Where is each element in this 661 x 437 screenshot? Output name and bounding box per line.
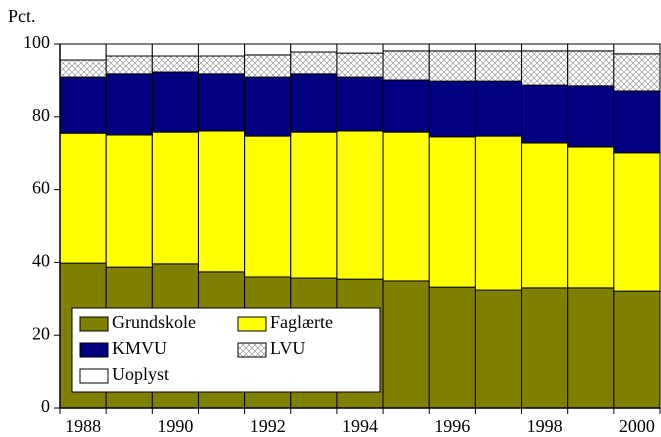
x-tick-label: 1992 bbox=[250, 416, 286, 436]
legend-label: Grundskole bbox=[112, 312, 196, 332]
bar-segment bbox=[290, 131, 338, 279]
bar-segment bbox=[151, 131, 199, 265]
bar-segment bbox=[428, 80, 476, 138]
bar-segment bbox=[474, 43, 523, 52]
bar-segment bbox=[105, 43, 153, 57]
bar-segment bbox=[59, 76, 107, 134]
bar-segment bbox=[290, 43, 338, 53]
bar-segment bbox=[613, 152, 661, 292]
x-tick-label: 1998 bbox=[527, 416, 563, 436]
legend-swatch bbox=[79, 316, 109, 332]
bar-segment bbox=[428, 43, 476, 52]
legend-label: KMVU bbox=[112, 338, 167, 358]
bar-segment bbox=[197, 43, 246, 57]
bar-segment bbox=[59, 59, 107, 78]
x-tick-label: 1990 bbox=[157, 416, 193, 436]
bar-segment bbox=[521, 50, 569, 86]
bar-segment bbox=[474, 289, 523, 409]
legend-swatch bbox=[79, 368, 109, 384]
x-tick-label: 1996 bbox=[434, 416, 470, 436]
bar-segment bbox=[244, 43, 292, 56]
bar-segment bbox=[290, 51, 338, 75]
bar-segment bbox=[382, 43, 430, 52]
bar-segment bbox=[567, 43, 615, 52]
bar-segment bbox=[382, 50, 430, 81]
y-tick-label: 80 bbox=[32, 105, 50, 125]
bar-segment bbox=[336, 43, 384, 54]
bar-segment bbox=[197, 130, 246, 273]
bar-segment bbox=[474, 80, 523, 137]
x-tick-label: 1988 bbox=[65, 416, 101, 436]
bar-segment bbox=[428, 286, 476, 409]
bar-segment bbox=[244, 135, 292, 278]
legend-label: Uoplyst bbox=[112, 364, 169, 384]
bar-segment bbox=[567, 287, 615, 409]
bar-segment bbox=[197, 55, 246, 75]
legend-swatch bbox=[237, 342, 267, 358]
y-tick-label: 40 bbox=[32, 251, 50, 271]
bar-segment bbox=[521, 287, 569, 409]
bar-segment bbox=[105, 73, 153, 136]
bar-segment bbox=[567, 85, 615, 148]
bar-segment bbox=[474, 135, 523, 291]
bar-segment bbox=[197, 73, 246, 132]
bar-segment bbox=[521, 43, 569, 52]
bar-segment bbox=[59, 132, 107, 264]
bar-segment bbox=[428, 136, 476, 288]
legend-swatch bbox=[79, 342, 109, 358]
bar-segment bbox=[428, 50, 476, 82]
bar-segment bbox=[613, 90, 661, 154]
y-tick-label: 60 bbox=[32, 178, 50, 198]
bar-segment bbox=[474, 50, 523, 82]
bar-segment bbox=[613, 53, 661, 92]
bar-segment bbox=[151, 43, 199, 57]
bar-segment bbox=[521, 142, 569, 289]
bar-segment bbox=[567, 146, 615, 289]
bar-segment bbox=[567, 50, 615, 87]
y-tick-label: 20 bbox=[32, 323, 50, 343]
legend-swatch bbox=[237, 316, 267, 332]
y-tick-label: 100 bbox=[23, 32, 50, 52]
legend-label: LVU bbox=[270, 338, 305, 358]
bar-segment bbox=[290, 73, 338, 133]
x-tick-label: 2000 bbox=[619, 416, 655, 436]
bar-segment bbox=[336, 130, 384, 280]
bar-segment bbox=[336, 76, 384, 132]
bar-segment bbox=[382, 131, 430, 282]
bar-segment bbox=[151, 55, 199, 73]
legend-label: Faglærte bbox=[270, 312, 333, 332]
bar-segment bbox=[59, 43, 107, 61]
bar-segment bbox=[336, 52, 384, 78]
bar-segment bbox=[244, 76, 292, 137]
bar-segment bbox=[244, 54, 292, 78]
bar-segment bbox=[613, 43, 661, 55]
bar-segment bbox=[151, 71, 199, 133]
bar-segment bbox=[382, 79, 430, 133]
y-tick-label: 0 bbox=[41, 396, 50, 416]
legend: Grundskole Faglærte KMVU LVU Uoplyst bbox=[71, 307, 381, 393]
bar-segment bbox=[382, 280, 430, 409]
bar-segment bbox=[105, 134, 153, 268]
legend-box bbox=[71, 307, 381, 393]
bar-segment bbox=[521, 84, 569, 144]
bar-segment bbox=[105, 55, 153, 75]
x-tick-label: 1994 bbox=[342, 416, 378, 436]
y-axis-label: Pct. bbox=[8, 6, 36, 26]
bar-segment bbox=[613, 290, 661, 409]
